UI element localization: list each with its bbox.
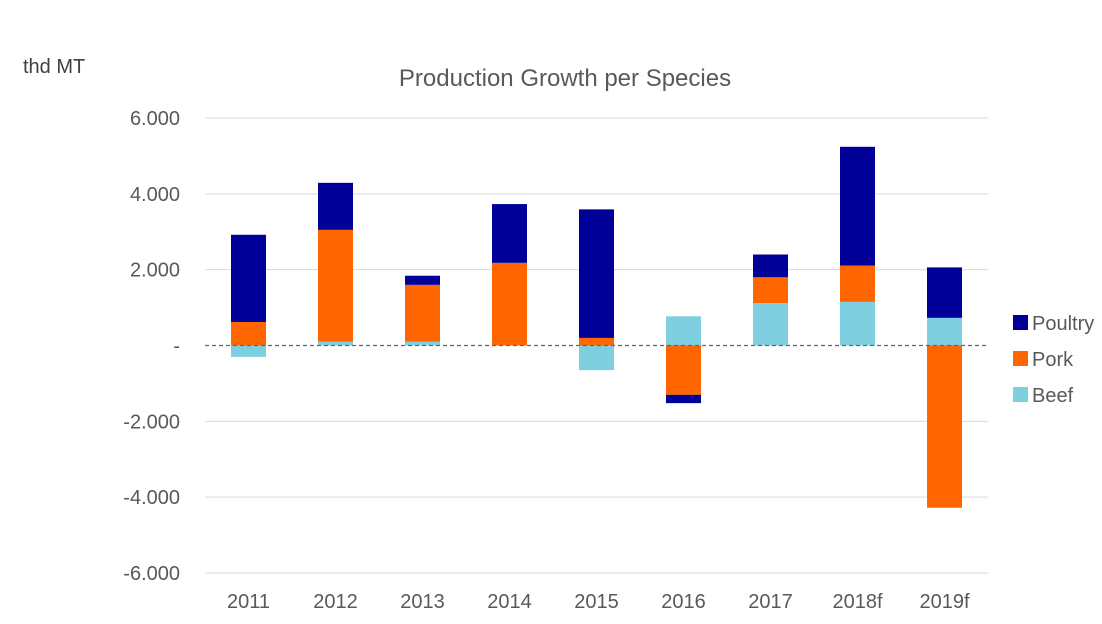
x-tick-label: 2011 (227, 591, 270, 613)
y-axis-ticks: 6.000 4.000 2.000 - -2.000 -4.000 -6.000 (123, 108, 180, 585)
bar-pork-2016 (666, 345, 701, 395)
y-tick-label: 6.000 (130, 108, 180, 130)
bar-poultry-2013 (405, 275, 440, 285)
bar-pork-2019f (927, 345, 962, 508)
x-tick-label: 2015 (574, 591, 619, 613)
bar-poultry-2017 (753, 254, 788, 278)
bars (231, 146, 962, 508)
bar-beef-2012 (318, 341, 353, 346)
y-tick-label: -6.000 (123, 563, 180, 585)
y-tick-label: 4.000 (130, 184, 180, 206)
bar-beef-2019f (927, 317, 962, 346)
legend-label-pork: Pork (1032, 349, 1074, 371)
x-tick-label: 2017 (748, 591, 793, 613)
bar-pork-2017 (753, 277, 788, 304)
y-tick-label: -2.000 (123, 411, 180, 433)
chart-title: Production Growth per Species (399, 65, 731, 92)
legend-label-beef: Beef (1032, 385, 1074, 407)
legend-swatch-beef (1013, 387, 1028, 402)
unit-label: thd MT (23, 56, 85, 78)
bar-pork-2014 (492, 262, 527, 346)
y-tick-label: - (173, 336, 180, 358)
bar-poultry-2012 (318, 182, 353, 230)
legend-label-poultry: Poultry (1032, 313, 1094, 335)
legend-swatch-pork (1013, 351, 1028, 366)
bar-beef-2017 (753, 303, 788, 346)
bar-poultry-2015 (579, 209, 614, 338)
bar-pork-2011 (231, 321, 266, 346)
bar-beef-2016 (666, 316, 701, 346)
bar-beef-2013 (405, 341, 440, 346)
bar-poultry-2019f (927, 267, 962, 318)
bar-beef-2015 (579, 345, 614, 371)
x-tick-label: 2016 (661, 591, 706, 613)
x-tick-label: 2012 (313, 591, 358, 613)
x-tick-label: 2018f (832, 591, 882, 613)
bar-pork-2018f (840, 265, 875, 302)
bar-beef-2018f (840, 301, 875, 346)
legend: Poultry Pork Beef (1013, 313, 1094, 407)
x-tick-label: 2019f (919, 591, 969, 613)
bar-poultry-2018f (840, 146, 875, 266)
bar-poultry-2011 (231, 234, 266, 322)
bar-pork-2012 (318, 229, 353, 342)
x-tick-label: 2013 (400, 591, 445, 613)
bar-pork-2015 (579, 337, 614, 346)
x-axis-ticks: 2011 2012 2013 2014 2015 2016 2017 2018f 2019f (227, 591, 970, 613)
x-tick-label: 2014 (487, 591, 532, 613)
y-tick-label: 2.000 (130, 260, 180, 282)
bar-pork-2013 (405, 284, 440, 342)
bar-poultry-2014 (492, 204, 527, 263)
legend-swatch-poultry (1013, 315, 1028, 330)
bar-poultry-2016 (666, 394, 701, 404)
y-tick-label: -4.000 (123, 487, 180, 509)
bar-beef-2011 (231, 345, 266, 357)
